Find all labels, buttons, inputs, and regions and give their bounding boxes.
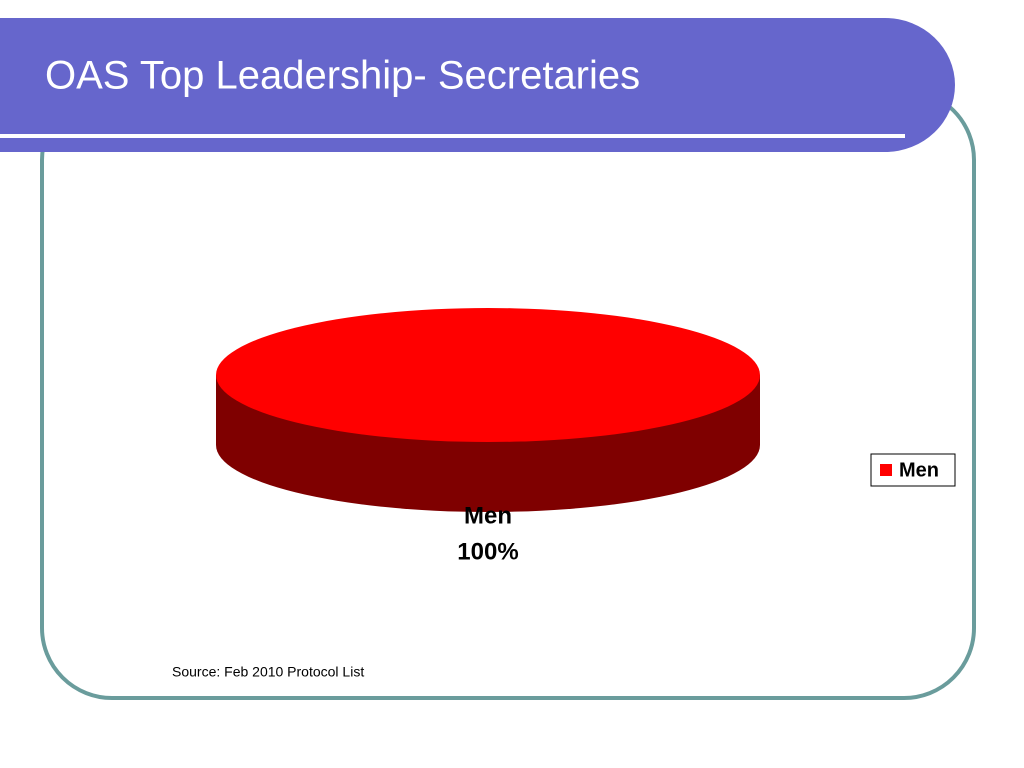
chart-title: OAS Top Leadership- Secretaries — [45, 54, 640, 98]
data-label-value: 100% — [457, 538, 518, 565]
title-bar — [0, 18, 955, 152]
legend-label: Men — [899, 459, 939, 481]
source-note: Source: Feb 2010 Protocol List — [172, 664, 364, 680]
data-label-category: Men — [464, 502, 512, 529]
legend-swatch — [880, 464, 892, 476]
pie-slice — [216, 308, 760, 442]
